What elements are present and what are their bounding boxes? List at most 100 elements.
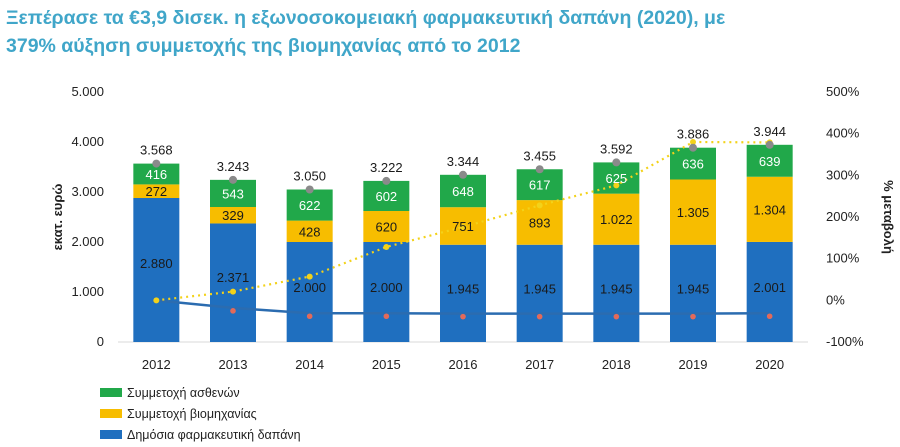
public-change-point xyxy=(766,313,773,320)
y-tick-label: 0 xyxy=(97,334,104,349)
total-marker xyxy=(689,143,697,152)
bar-segment-industry xyxy=(363,211,410,242)
total-value-label: 3.222 xyxy=(370,160,403,175)
y-right-tick-label: 200% xyxy=(826,209,860,224)
y-right-tick-label: -100% xyxy=(826,334,864,349)
data-labels: 2.880 272 416 2.371 329 543 2.000 428 622 2.000 62… xyxy=(140,124,786,297)
public-change-point xyxy=(460,313,466,320)
segment-value-label: 1.304 xyxy=(753,202,786,217)
x-tick-label: 2013 xyxy=(219,357,248,372)
x-tick-label: 2016 xyxy=(449,357,478,372)
legend-swatch-public xyxy=(100,430,122,439)
total-value-label: 3.568 xyxy=(140,143,173,158)
public-change-point xyxy=(306,313,313,320)
percent-lines xyxy=(153,139,773,320)
public-change-point xyxy=(690,313,696,320)
segment-value-label: 751 xyxy=(452,219,474,234)
bar-segment-patients xyxy=(593,162,640,194)
total-marker xyxy=(229,175,237,184)
axes: 0 1.000 2.000 3.000 4.000 5.000 -100% 0% 100% 200… xyxy=(50,84,896,372)
bar-segment-public xyxy=(670,244,716,342)
x-tick-label: 2015 xyxy=(372,357,401,372)
bar-segment-public xyxy=(516,244,563,342)
segment-value-label: 329 xyxy=(222,208,244,223)
segment-value-label: 1.945 xyxy=(447,282,480,297)
bar-segment-patients xyxy=(516,169,563,201)
total-marker xyxy=(612,158,621,167)
public-change-point xyxy=(613,313,620,320)
bar-segment-public xyxy=(210,223,256,342)
y-right-axis-title: % μεταβολή xyxy=(881,180,896,254)
y-tick-label: 3.000 xyxy=(71,184,104,199)
x-tick-label: 2020 xyxy=(755,357,784,372)
total-marker xyxy=(305,185,314,194)
y-tick-label: 1.000 xyxy=(71,284,104,299)
total-value-label: 3.944 xyxy=(753,124,786,139)
segment-value-label: 1.945 xyxy=(677,282,710,297)
legend-label-patients: Συμμετοχή ασθενών xyxy=(127,385,240,400)
bars xyxy=(133,144,793,342)
bar-segment-patients xyxy=(746,144,793,177)
chart-title-line-2: 379% αύξηση συμμετοχής της βιομηχανίας α… xyxy=(6,35,521,57)
x-tick-label: 2014 xyxy=(295,357,324,372)
y-tick-label: 4.000 xyxy=(71,134,104,149)
bar-segment-industry xyxy=(593,193,640,245)
total-marker xyxy=(765,140,774,149)
y-right-tick-label: 400% xyxy=(826,126,860,141)
segment-value-label: 1.945 xyxy=(523,282,556,297)
bar-segment-patients xyxy=(133,163,180,185)
y-right-tick-label: 100% xyxy=(826,251,860,266)
segment-value-label: 2.000 xyxy=(293,280,326,295)
bar-segment-patients xyxy=(210,179,256,207)
segment-value-label: 1.305 xyxy=(677,205,710,220)
segment-value-label: 648 xyxy=(452,184,474,199)
segment-value-label: 1.022 xyxy=(600,212,633,227)
bar-segment-public xyxy=(286,242,333,342)
industry-change-point xyxy=(383,244,390,250)
bar-segment-industry xyxy=(286,220,333,242)
total-marker xyxy=(382,176,391,185)
bar-segment-industry xyxy=(133,184,180,198)
industry-change-point xyxy=(690,139,696,145)
bar-segment-public xyxy=(440,244,486,342)
legend-label-industry: Συμμετοχή βιομηχανίας xyxy=(127,406,257,421)
x-tick-label: 2019 xyxy=(679,357,708,372)
bar-segment-patients xyxy=(440,174,486,208)
bar-segment-industry xyxy=(746,176,793,242)
y-right-tick-label: 0% xyxy=(826,292,845,307)
total-value-label: 3.243 xyxy=(217,159,250,174)
bar-segment-public xyxy=(133,198,180,342)
public-change-point xyxy=(536,313,543,320)
segment-value-label: 639 xyxy=(759,154,781,169)
y-tick-label: 2.000 xyxy=(71,234,104,249)
y-axis-title: εκατ. ευρώ xyxy=(50,184,65,251)
y-tick-label: 5.000 xyxy=(71,84,104,99)
public-change-point xyxy=(230,308,236,314)
industry-change-point xyxy=(613,182,620,189)
legend-label-public: Δημόσια φαρμακευτική δαπάνη xyxy=(127,427,301,442)
industry-change-point xyxy=(460,224,466,230)
bar-segment-public xyxy=(363,242,410,342)
total-value-label: 3.455 xyxy=(523,148,556,163)
industry-change-line xyxy=(156,140,770,302)
x-tick-label: 2017 xyxy=(525,357,554,372)
legend-item-industry: Συμμετοχή βιομηχανίας xyxy=(100,403,301,424)
total-value-label: 3.050 xyxy=(293,169,326,184)
bar-segment-public xyxy=(746,241,793,342)
segment-value-label: 620 xyxy=(375,220,397,235)
segment-value-label: 272 xyxy=(145,184,167,199)
total-value-label: 3.886 xyxy=(677,127,710,142)
y-right-tick-label: 500% xyxy=(826,84,860,99)
segment-value-label: 2.000 xyxy=(370,280,403,295)
industry-change-point xyxy=(153,297,160,304)
industry-change-point xyxy=(230,288,236,295)
total-value-label: 3.592 xyxy=(600,141,633,156)
segment-value-label: 1.945 xyxy=(600,282,633,297)
legend-item-patients: Συμμετοχή ασθενών xyxy=(100,382,301,403)
public-change-point xyxy=(383,313,390,320)
segment-value-label: 617 xyxy=(529,178,551,193)
bar-segment-public xyxy=(593,244,640,342)
legend-swatch-patients xyxy=(100,388,122,397)
total-value-label: 3.344 xyxy=(447,154,480,169)
